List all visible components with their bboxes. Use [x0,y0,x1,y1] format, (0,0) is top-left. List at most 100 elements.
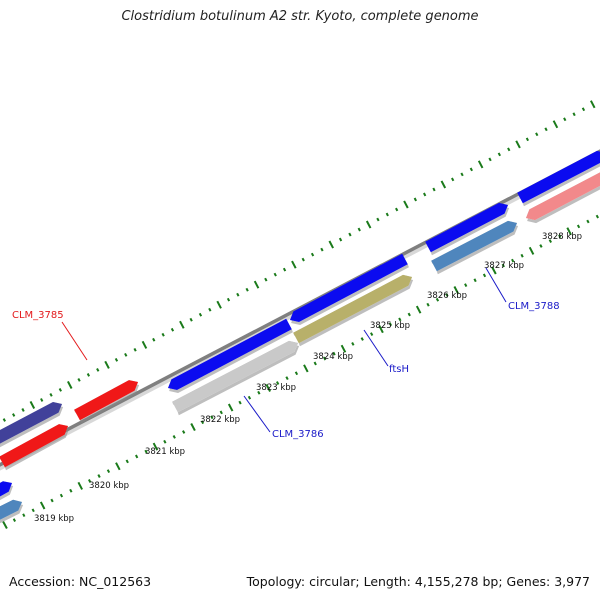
tick-mark [576,224,581,229]
tick-mark [464,283,468,288]
tick-mark [453,286,459,295]
label-leader-clm-3788 [485,267,507,303]
gene-steel-2[interactable] [431,220,517,272]
tick-mark [451,177,455,182]
gene-navy-1[interactable] [0,402,62,445]
tick-mark [29,400,36,409]
tick-mark [415,305,422,314]
tick-mark [507,147,511,152]
tick-mark [535,132,539,137]
tick-mark [328,240,334,249]
gene-label-ftsh[interactable]: ftsH [389,364,409,375]
tick-mark [488,157,492,162]
tick-mark [511,258,515,263]
tick-mark [227,403,234,412]
tick-mark [135,454,139,459]
tick-mark [190,423,196,432]
kbp-label: 3819 kbp [34,514,74,524]
tick-mark [210,415,214,420]
tick-mark [247,395,252,400]
gene-label-clm-3788[interactable]: CLM_3788 [508,301,560,312]
tick-mark [77,378,81,382]
kbp-label: 3822 kbp [200,415,240,425]
kbp-label: 3823 kbp [256,383,296,393]
tick-mark [291,260,297,269]
tick-mark [477,160,484,169]
tick-mark [179,320,185,329]
tick-mark [473,278,477,283]
tick-mark [497,152,501,157]
tick-mark [96,368,100,372]
outer-tick-track [2,100,596,422]
tick-mark [257,390,261,395]
tick-mark [566,227,572,236]
tick-mark [520,253,524,258]
gene-label-clm-3785[interactable]: CLM_3785 [12,310,64,321]
kbp-label: 3821 kbp [145,447,185,457]
tick-mark [313,361,317,366]
tick-mark [413,197,417,202]
inner-tick-track [2,214,599,529]
gene-blue-3[interactable] [290,253,408,322]
tick-mark [264,277,268,282]
tick-mark [294,371,299,376]
kbp-label: 3824 kbp [313,352,353,362]
tick-mark [69,488,73,493]
tick-mark [365,220,372,229]
tick-mark [12,413,16,417]
tick-mark [432,187,436,192]
tick-mark [125,459,129,464]
tick-mark [435,297,440,302]
tick-mark [303,364,309,373]
tick-mark [378,325,384,334]
kbp-label: 3827 kbp [484,261,524,271]
tick-mark [21,408,25,412]
tick-mark [236,292,240,297]
tick-mark [97,474,101,478]
gene-blue-2[interactable] [168,318,292,390]
tick-mark [539,244,543,248]
tick-mark [426,302,430,307]
tick-mark [563,117,567,122]
gene-blue-1-shadow [0,481,14,501]
gene-red-1[interactable] [0,424,68,468]
tick-mark [491,266,497,275]
gene-blue-5[interactable] [517,150,600,204]
gene-steel-1[interactable] [0,499,22,522]
tick-mark [320,247,324,252]
tick-mark [445,293,449,297]
tick-mark [285,376,289,381]
tick-mark [595,214,599,219]
tick-mark [133,347,137,352]
tick-mark [276,381,280,385]
tick-mark [501,263,505,268]
gene-track [0,150,600,524]
gene-red-2[interactable] [74,380,138,421]
tick-mark [590,100,596,109]
tick-mark [357,227,361,232]
gene-label-clm-3786[interactable]: CLM_3786 [272,429,324,440]
tick-mark [332,351,336,356]
accession-text: Accession: NC_012563 [9,574,152,589]
tick-mark [282,267,287,272]
tick-mark [49,393,53,397]
tick-mark [22,513,26,518]
tick-mark [124,352,128,357]
gene-olive-1[interactable] [293,274,412,344]
tick-mark [482,273,487,278]
tick-mark [376,217,380,222]
tick-mark [198,312,203,317]
gene-silver-1[interactable] [172,340,298,413]
tick-mark [245,287,249,292]
tick-mark [469,167,473,172]
tick-mark [348,232,352,237]
tick-mark [182,430,186,434]
tick-mark [67,380,73,389]
gene-blue-1[interactable] [0,481,12,498]
tick-mark [106,469,111,474]
tick-mark [423,192,427,197]
gene-blue-4[interactable] [425,202,508,253]
gene-pink-1[interactable] [526,171,600,221]
tick-mark [528,246,535,255]
